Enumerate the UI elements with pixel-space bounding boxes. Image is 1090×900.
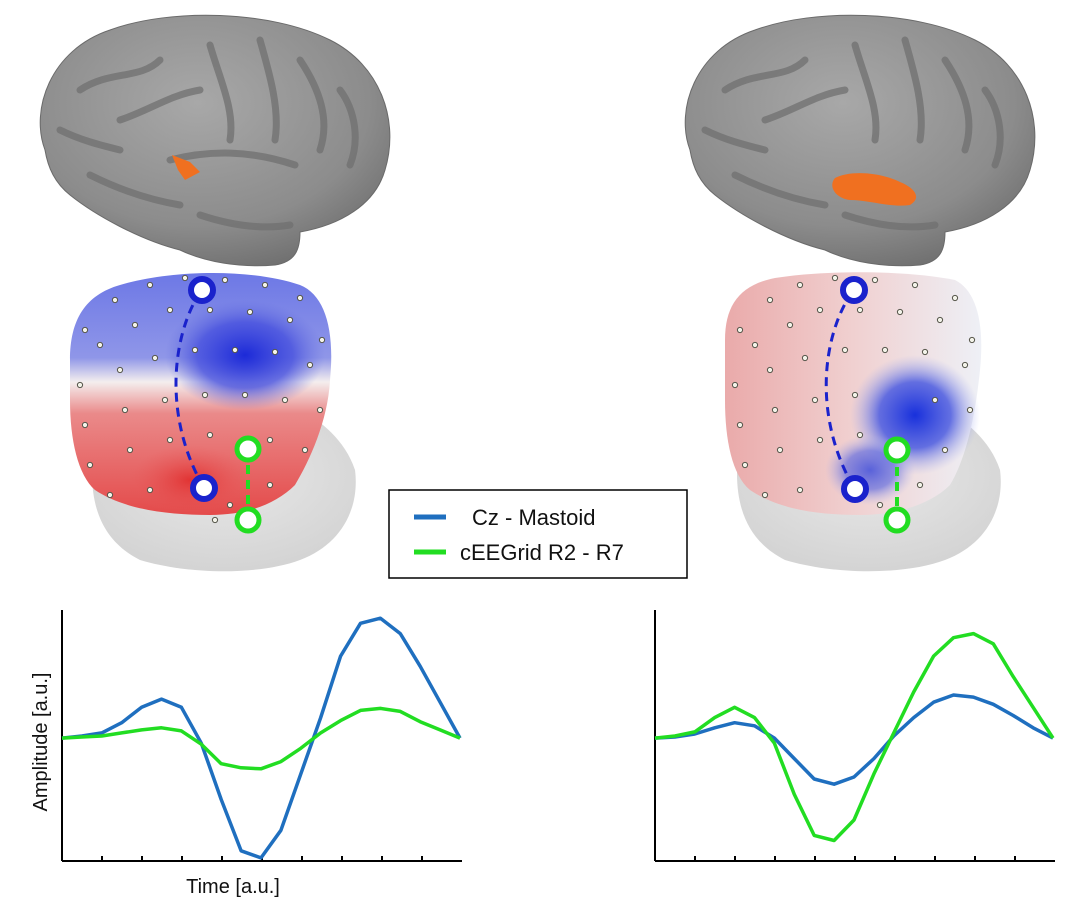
left-chart-xlabel: Time [a.u.] bbox=[186, 876, 280, 898]
left-chart-series bbox=[61, 616, 462, 860]
legend: Cz - Mastoid cEEGrid R2 - R7 bbox=[388, 489, 688, 579]
left-mastoid-electrode bbox=[190, 474, 218, 502]
left-activation-patch bbox=[172, 155, 200, 180]
right-chart-x-ticks bbox=[694, 856, 1016, 861]
right-chart-series bbox=[654, 631, 1055, 843]
right-cz-mastoid-link bbox=[824, 291, 855, 487]
left-electrode-grid bbox=[76, 274, 326, 524]
left-brain-sulci bbox=[56, 36, 359, 231]
legend-box bbox=[388, 489, 688, 579]
left-series-cz-mastoid-line bbox=[61, 616, 462, 860]
right-activation-patch bbox=[832, 173, 917, 206]
left-waveform-chart: Time [a.u.] Amplitude [a.u.] bbox=[30, 610, 462, 898]
legend-label-cz: Cz - Mastoid bbox=[472, 505, 595, 530]
left-scalp-topography bbox=[70, 272, 356, 572]
left-cz-electrode bbox=[188, 276, 216, 304]
right-cz-electrode bbox=[840, 276, 868, 304]
right-brain-sulci bbox=[701, 36, 1004, 231]
left-chart-ylabel: Amplitude [a.u.] bbox=[30, 673, 52, 812]
right-mastoid-electrode bbox=[841, 475, 869, 503]
right-series-ceegrid-r2-r7-line bbox=[654, 631, 1055, 843]
legend-label-ceegrid: cEEGrid R2 - R7 bbox=[460, 540, 624, 565]
right-series-cz-mastoid-line bbox=[654, 693, 1054, 786]
right-brain-render bbox=[684, 14, 1036, 267]
left-ceegrid-r2-electrode bbox=[234, 435, 262, 463]
left-series-ceegrid-r2-r7-line bbox=[61, 706, 461, 771]
right-ceegrid-r7-electrode bbox=[883, 506, 911, 534]
left-ceegrid-r7-electrode bbox=[234, 506, 262, 534]
right-ceegrid-r2-electrode bbox=[883, 436, 911, 464]
right-scalp-topography bbox=[725, 272, 1001, 572]
left-cz-mastoid-link bbox=[174, 291, 205, 487]
left-brain-render bbox=[39, 14, 391, 267]
right-waveform-chart bbox=[654, 610, 1055, 862]
right-electrode-grid bbox=[731, 274, 976, 509]
